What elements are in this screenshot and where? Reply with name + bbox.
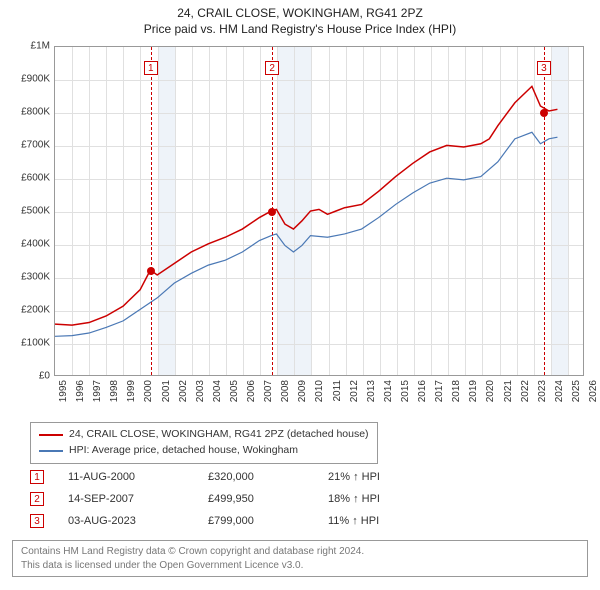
x-axis-label: 2001 [161,380,172,402]
x-axis-label: 1999 [126,380,137,402]
legend-swatch [39,434,63,436]
x-axis-label: 2009 [297,380,308,402]
x-axis-label: 2006 [246,380,257,402]
chart-area: 1 2 3 £0 £100K £200K £300K £400K £500K £600K £700… [12,46,588,416]
y-axis-label: £500K [21,206,50,217]
y-axis-label: £900K [21,74,50,85]
sales-row-date: 11-AUG-2000 [68,471,208,483]
x-axis-label: 2013 [366,380,377,402]
title-address: 24, CRAIL CLOSE, WOKINGHAM, RG41 2PZ [0,6,600,20]
y-axis-label: £1M [31,41,50,52]
x-axis-label: 2000 [143,380,154,402]
footer-line1: Contains HM Land Registry data © Crown c… [21,545,579,559]
x-axis-label: 2014 [383,380,394,402]
sales-row-date: 03-AUG-2023 [68,515,208,527]
sales-row-price: £499,950 [208,493,328,505]
legend-swatch [39,450,63,452]
series-line [55,132,557,336]
x-axis-label: 2011 [332,380,343,402]
sale-dot [540,109,548,117]
y-axis-label: £600K [21,173,50,184]
sale-marker: 2 [265,61,279,75]
plot-area: 1 2 3 [54,46,584,376]
sales-row: 3 03-AUG-2023£799,00011% ↑ HPI [30,510,380,532]
footer-attribution: Contains HM Land Registry data © Crown c… [12,540,588,577]
x-axis-label: 2016 [417,380,428,402]
sales-row-diff: 18% ↑ HPI [328,493,380,505]
sales-row-marker: 1 [30,470,44,484]
legend-label: HPI: Average price, detached house, Woki… [69,443,298,459]
sale-dot [268,208,276,216]
sales-row: 1 11-AUG-2000£320,00021% ↑ HPI [30,466,380,488]
sales-row-marker: 3 [30,514,44,528]
x-axis-label: 2021 [503,380,514,402]
legend: 24, CRAIL CLOSE, WOKINGHAM, RG41 2PZ (de… [30,422,378,464]
sales-table: 1 11-AUG-2000£320,00021% ↑ HPI 2 14-SEP-200… [30,466,380,532]
x-axis-label: 2019 [468,380,479,402]
x-axis-label: 2024 [554,380,565,402]
sale-marker: 1 [144,61,158,75]
legend-row: 24, CRAIL CLOSE, WOKINGHAM, RG41 2PZ (de… [39,427,369,443]
x-axis-label: 2023 [537,380,548,402]
sale-marker: 3 [537,61,551,75]
x-axis-label: 2003 [195,380,206,402]
x-axis-label: 1996 [75,380,86,402]
y-axis-label: £0 [39,371,50,382]
x-axis-label: 2008 [280,380,291,402]
sales-row: 2 14-SEP-2007£499,95018% ↑ HPI [30,488,380,510]
title-subtitle: Price paid vs. HM Land Registry's House … [0,22,600,36]
sales-row-price: £799,000 [208,515,328,527]
title-block: 24, CRAIL CLOSE, WOKINGHAM, RG41 2PZ Pri… [0,0,600,36]
x-axis-label: 2022 [520,380,531,402]
sales-row-diff: 21% ↑ HPI [328,471,380,483]
sales-row-marker: 2 [30,492,44,506]
x-axis-label: 2010 [314,380,325,402]
sales-row-price: £320,000 [208,471,328,483]
x-axis-label: 1995 [58,380,69,402]
y-axis-label: £400K [21,239,50,250]
x-axis-label: 2007 [263,380,274,402]
x-axis-label: 2004 [212,380,223,402]
x-axis-label: 2026 [588,380,599,402]
x-axis-label: 2002 [178,380,189,402]
x-axis-label: 2020 [485,380,496,402]
legend-row: HPI: Average price, detached house, Woki… [39,443,369,459]
x-axis-label: 1997 [92,380,103,402]
x-axis-label: 2017 [434,380,445,402]
sale-dot [147,267,155,275]
chart-svg [55,47,583,375]
x-axis-label: 2012 [349,380,360,402]
x-axis-label: 2025 [571,380,582,402]
y-axis-label: £200K [21,305,50,316]
sale-vline [544,47,545,375]
series-line [55,86,557,325]
y-axis-label: £700K [21,140,50,151]
y-axis-label: £300K [21,272,50,283]
sales-row-date: 14-SEP-2007 [68,493,208,505]
y-axis-label: £800K [21,107,50,118]
sales-row-diff: 11% ↑ HPI [328,515,379,527]
chart-container: 24, CRAIL CLOSE, WOKINGHAM, RG41 2PZ Pri… [0,0,600,590]
footer-line2: This data is licensed under the Open Gov… [21,559,579,573]
y-axis-label: £100K [21,338,50,349]
x-axis-label: 1998 [109,380,120,402]
sale-vline [151,47,152,375]
x-axis-label: 2018 [451,380,462,402]
x-axis-label: 2005 [229,380,240,402]
legend-label: 24, CRAIL CLOSE, WOKINGHAM, RG41 2PZ (de… [69,427,369,443]
x-axis-label: 2015 [400,380,411,402]
